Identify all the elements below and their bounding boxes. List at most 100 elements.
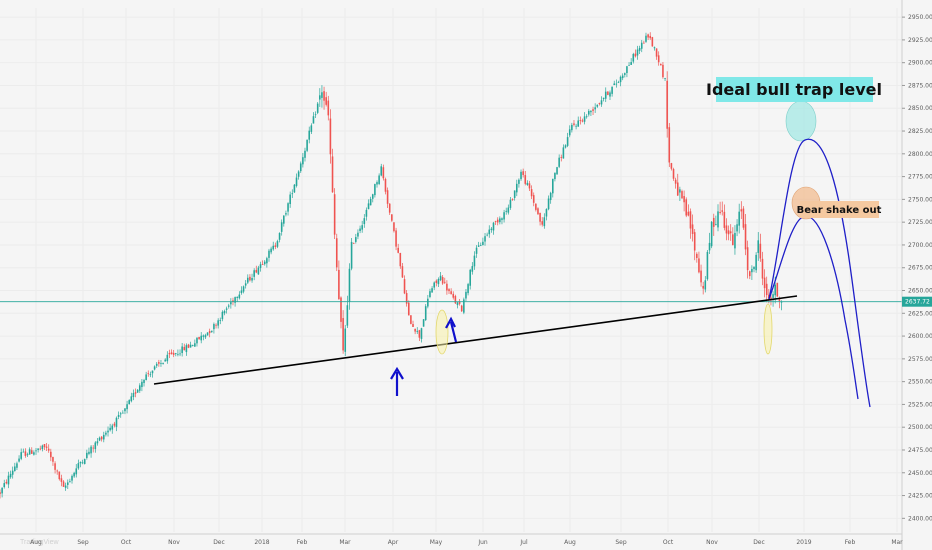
candle-body (107, 430, 109, 433)
candle-body (710, 221, 713, 247)
time-axis[interactable]: Aug Sep Oct Nov Dec 2018 Feb Mar Apr May Jun Jul Aug… (0, 533, 903, 546)
candle-body (22, 451, 25, 453)
candle-body (488, 229, 491, 235)
candle-body (196, 337, 198, 344)
price-axis[interactable]: 2400.00 2425.00 2450.00 2475.00 2500.00 2525.… (901, 0, 932, 550)
candle-body (325, 97, 327, 105)
price-tick-label: 2475.00 (908, 447, 932, 454)
candle-body (499, 218, 501, 223)
candle-body (725, 225, 728, 234)
candle-body (742, 208, 745, 228)
candle-body (448, 289, 450, 292)
candle-body (691, 224, 694, 234)
candle-body (562, 147, 565, 159)
candle-body (75, 468, 78, 475)
time-tick-label: Aug (30, 539, 42, 546)
highlight-ellipse (763, 303, 773, 355)
candles (0, 32, 783, 499)
candle-body (395, 230, 397, 247)
candle-body (177, 353, 179, 355)
candle-body (291, 193, 294, 195)
candle-body (5, 481, 8, 484)
candle-body (666, 80, 668, 129)
candle-body (232, 300, 234, 303)
time-tick-label: Oct (121, 539, 132, 546)
candle-body (16, 463, 18, 468)
candle-body (223, 311, 226, 314)
time-tick-label: Dec (753, 539, 765, 546)
candle-body (96, 441, 99, 444)
candle-body (418, 330, 421, 338)
candle-body (585, 116, 588, 118)
candle-body (649, 35, 652, 39)
candle-body (278, 233, 281, 240)
candle-body (463, 299, 465, 313)
candle-body (367, 203, 370, 210)
candle-body (88, 451, 90, 454)
candle-body (460, 305, 463, 312)
price-tick-label: 2900.00 (908, 60, 932, 67)
candle-body (528, 183, 531, 189)
candle-body (50, 451, 52, 458)
time-tick-label: 2018 (254, 539, 269, 546)
price-tick-label: 2875.00 (908, 82, 932, 89)
candle-body (748, 271, 751, 277)
candle-body (583, 116, 586, 122)
candle-body (128, 400, 130, 405)
candle-body (138, 385, 141, 391)
candle-body (515, 183, 518, 193)
candle-body (380, 166, 383, 176)
candle-body (261, 264, 264, 265)
candle-body (577, 120, 580, 127)
candle-body (592, 109, 594, 111)
candle-body (247, 277, 249, 283)
candle-body (549, 192, 552, 201)
candle-body (721, 210, 724, 212)
candle-body (371, 194, 374, 199)
candle-body (467, 284, 469, 294)
candle-body (450, 291, 452, 295)
candle-body (407, 302, 410, 316)
candle-body (746, 247, 749, 271)
forecast-curves (768, 100, 871, 408)
candle-body (350, 241, 353, 269)
candle-body (626, 66, 628, 74)
candle-body (314, 114, 317, 116)
candle-body (681, 191, 683, 199)
time-tick-label: Apr (388, 539, 399, 546)
candle-body (403, 279, 406, 294)
candle-body (465, 291, 467, 299)
support-trendline[interactable] (153, 295, 798, 385)
up-arrow-head (445, 316, 456, 329)
candle-body (109, 427, 111, 431)
candle-body (507, 207, 510, 213)
candle-body (532, 195, 535, 203)
price-tick-label: 2550.00 (908, 379, 932, 386)
candle-body (755, 254, 757, 271)
candle-body (397, 247, 399, 253)
candle-body (28, 449, 31, 455)
candle-body (452, 293, 455, 298)
candle-body (126, 404, 128, 410)
candle-body (522, 171, 524, 175)
candle-body (174, 353, 177, 354)
current-price-tag (902, 296, 932, 307)
candle-body (202, 335, 205, 337)
time-tick-label: Sep (615, 539, 627, 546)
price-tick-label: 2700.00 (908, 242, 932, 249)
candle-body (634, 53, 637, 57)
candle-body (723, 211, 726, 228)
candle-body (414, 328, 416, 332)
candle-body (54, 463, 56, 470)
candle-body (240, 290, 243, 294)
candle-body (319, 95, 321, 100)
candle-body (668, 127, 671, 163)
candle-body (712, 217, 715, 227)
candle-body (607, 91, 609, 95)
candle-body (141, 381, 143, 388)
candle-body (551, 178, 554, 194)
candle-body (43, 444, 46, 448)
candle-body (496, 219, 499, 223)
candle-body (566, 137, 569, 146)
